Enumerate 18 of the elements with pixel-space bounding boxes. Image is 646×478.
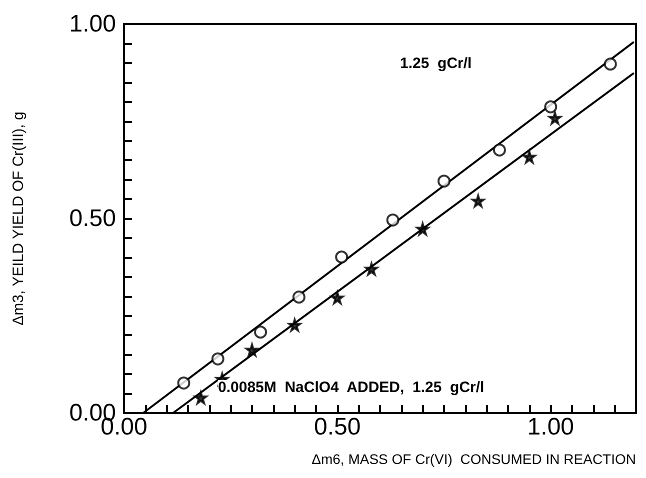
point	[544, 100, 558, 114]
x-axis-title: Δm6, MASS OF Cr(VI) CONSUMED IN REACTION	[312, 451, 636, 467]
point	[292, 290, 306, 304]
point	[335, 250, 348, 264]
point	[438, 174, 450, 188]
point	[492, 144, 506, 157]
x-tick-label: 0.50	[314, 414, 361, 440]
point	[211, 352, 224, 366]
y-axis-title: Δm3, YEILD YIELD OF Cr(III), g	[10, 112, 27, 326]
point	[254, 326, 268, 339]
annotation: 0.0085M NaClO4 ADDED, 1.25 gCr/l	[218, 379, 484, 396]
x-tick-label: 1.00	[527, 414, 574, 440]
y-tick-label: 0.50	[69, 205, 116, 232]
point	[386, 214, 400, 227]
y-tick-label: 1.00	[69, 10, 116, 38]
annotation: 1.25 gCr/l	[400, 55, 472, 72]
point	[604, 58, 617, 71]
point	[177, 376, 190, 390]
